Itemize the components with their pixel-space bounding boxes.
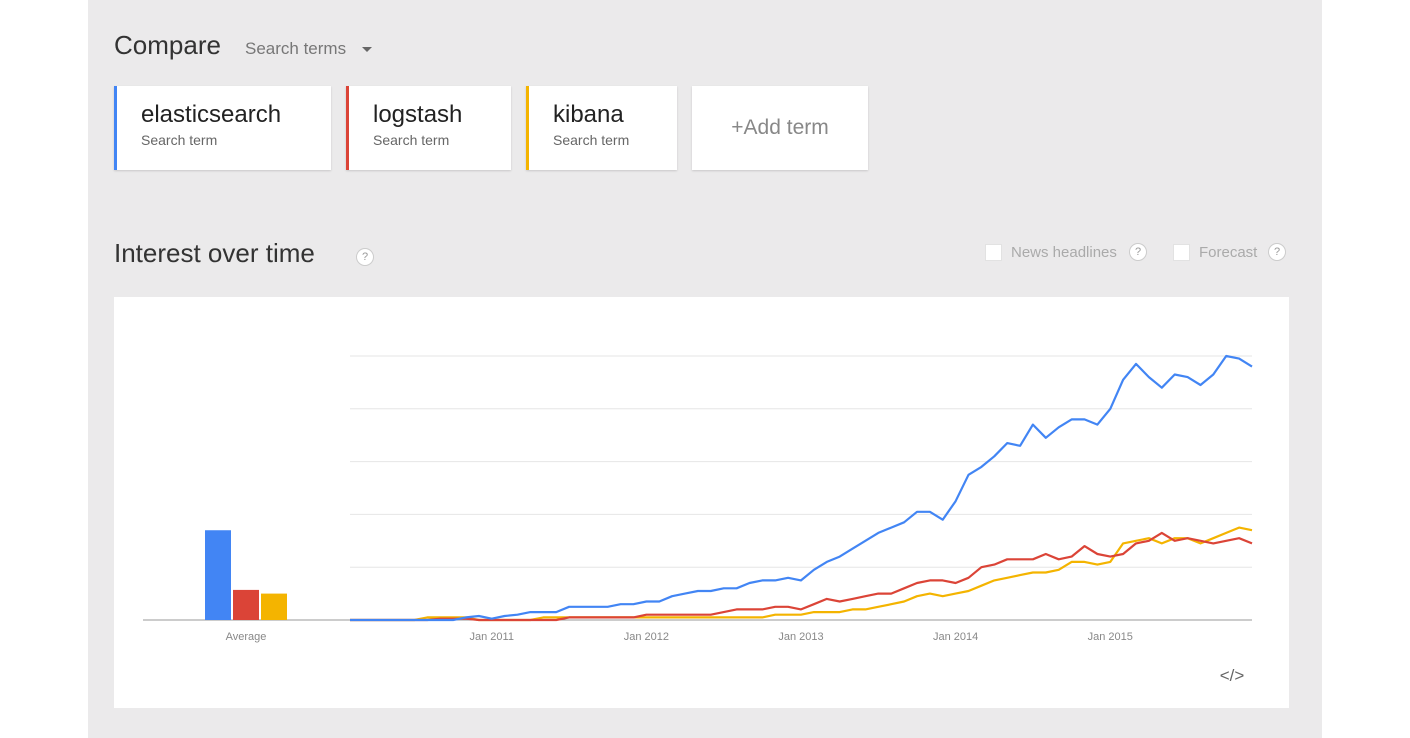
checkbox[interactable] bbox=[1173, 244, 1190, 261]
option-label[interactable]: Forecast bbox=[1199, 244, 1258, 261]
embed-icon[interactable]: </> bbox=[1220, 666, 1245, 685]
x-tick-label: Jan 2014 bbox=[933, 631, 978, 643]
term-card[interactable]: logstash Search term bbox=[346, 86, 511, 170]
x-tick-label: Jan 2012 bbox=[624, 631, 669, 643]
series-line bbox=[350, 526, 1253, 622]
average-label: Average bbox=[226, 631, 267, 643]
term-card[interactable]: kibana Search term bbox=[526, 86, 677, 170]
average-bar bbox=[233, 589, 259, 620]
series-line bbox=[350, 354, 1253, 622]
help-icon[interactable]: ? bbox=[356, 248, 374, 266]
option-label[interactable]: News headlines bbox=[1011, 244, 1117, 261]
x-tick-label: Jan 2015 bbox=[1088, 631, 1133, 643]
term-name[interactable]: kibana bbox=[553, 101, 624, 128]
add-term[interactable]: +Add term bbox=[692, 86, 868, 170]
dropdown-arrow[interactable] bbox=[362, 47, 372, 52]
average-bar bbox=[261, 593, 287, 620]
compare-title: Compare bbox=[114, 30, 221, 60]
term-subtitle: Search term bbox=[373, 132, 450, 148]
checkbox[interactable] bbox=[985, 244, 1002, 261]
help-icon[interactable]: ? bbox=[1129, 243, 1147, 261]
term-name[interactable]: logstash bbox=[373, 101, 463, 128]
average-bar bbox=[205, 530, 231, 620]
x-tick-label: Jan 2013 bbox=[778, 631, 823, 643]
term-subtitle: Search term bbox=[141, 132, 218, 148]
help-icon[interactable]: ? bbox=[1268, 243, 1286, 261]
chart-box: Average Jan 2011 Jan 2012 Jan 2013 Jan 2014 J… bbox=[114, 297, 1289, 708]
x-tick-label: Jan 2011 bbox=[470, 631, 514, 643]
search-terms-dropdown[interactable]: Search terms bbox=[245, 39, 347, 58]
term-card[interactable]: elasticsearch Search term bbox=[114, 86, 331, 170]
chart: Average Jan 2011 Jan 2012 Jan 2013 Jan 2014 J… bbox=[143, 354, 1253, 685]
term-name[interactable]: elasticsearch bbox=[141, 101, 282, 128]
section-title: Interest over time bbox=[114, 238, 315, 268]
term-subtitle: Search term bbox=[553, 132, 630, 148]
series-line bbox=[350, 531, 1253, 622]
